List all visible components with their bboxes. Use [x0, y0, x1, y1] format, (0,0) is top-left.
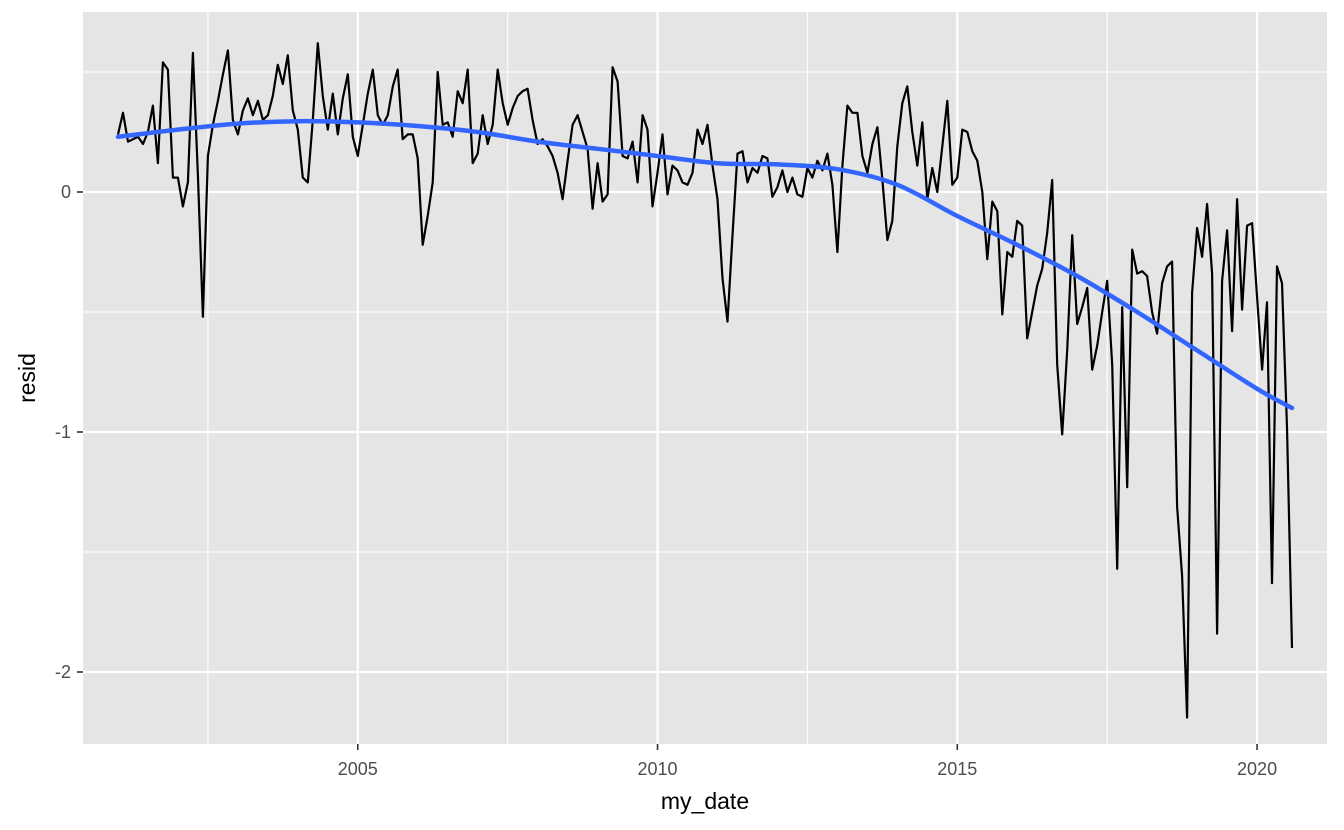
x-axis-ticks: 2005 2010 2015 2020 [338, 744, 1277, 779]
x-tick-label: 2015 [937, 759, 977, 779]
y-axis-title: resid [14, 353, 40, 403]
smooth-trend-line [115, 118, 1295, 411]
x-tick-label: 2010 [638, 759, 678, 779]
x-axis-title: my_date [661, 788, 749, 814]
resid-series-line [116, 42, 1294, 719]
y-axis-ticks: 0 -1 -2 [55, 182, 83, 682]
minor-gridlines [83, 12, 1327, 744]
y-tick-label: -1 [55, 422, 71, 442]
y-tick-label: 0 [61, 182, 71, 202]
y-tick-label: -2 [55, 662, 71, 682]
major-gridlines [83, 12, 1327, 744]
x-tick-label: 2020 [1237, 759, 1277, 779]
x-tick-label: 2005 [338, 759, 378, 779]
